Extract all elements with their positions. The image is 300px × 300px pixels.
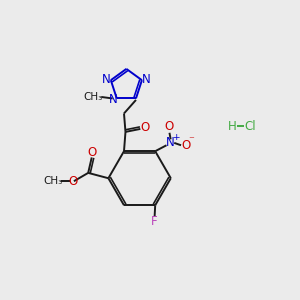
Text: +: + [172,133,179,142]
Text: N: N [102,73,111,86]
Text: N: N [166,136,175,149]
Text: CH₃: CH₃ [44,176,63,186]
Text: N: N [109,92,118,106]
Text: F: F [151,215,158,228]
Text: O: O [165,120,174,133]
Text: O: O [88,146,97,159]
Text: ⁻: ⁻ [188,135,194,145]
Text: O: O [181,139,190,152]
Text: O: O [68,175,77,188]
Text: H: H [228,120,237,133]
Text: Cl: Cl [244,120,256,133]
Text: O: O [140,121,149,134]
Text: N: N [142,73,151,86]
Text: CH₃: CH₃ [83,92,103,102]
